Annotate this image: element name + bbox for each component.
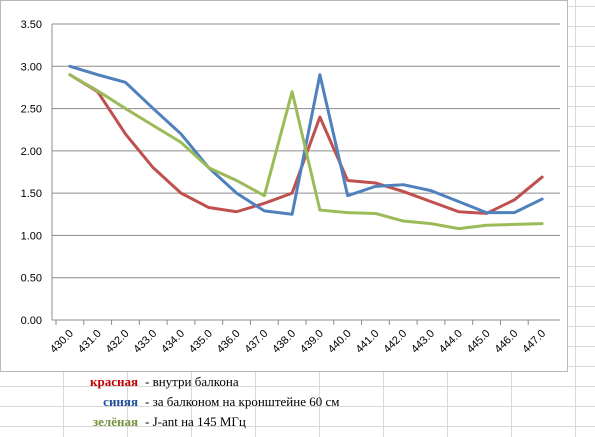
y-tick-label: 3.00 bbox=[21, 61, 42, 73]
legend-name-green: зелёная bbox=[92, 414, 138, 429]
x-tick-label: 434.0 bbox=[159, 328, 187, 356]
legend-row-green: зелёная - J-ant на 145 МГц bbox=[0, 412, 420, 432]
y-tick-label: 0.50 bbox=[21, 273, 42, 285]
legend-desc-blue: - за балконом на кронштейне 60 см bbox=[145, 394, 340, 409]
x-tick-label: 446.0 bbox=[493, 328, 521, 356]
x-tick-label: 443.0 bbox=[409, 328, 437, 356]
x-tick-label: 431.0 bbox=[76, 328, 104, 356]
x-tick-label: 433.0 bbox=[131, 328, 159, 356]
x-tick-label: 440.0 bbox=[326, 328, 354, 356]
x-tick-label: 436.0 bbox=[215, 328, 243, 356]
legend: красная - внутри балкона синяя - за балк… bbox=[0, 372, 595, 437]
chart-area[interactable] bbox=[0, 0, 568, 372]
series-line-2 bbox=[68, 64, 544, 216]
x-tick-label: 439.0 bbox=[298, 328, 326, 356]
legend-row-red: красная - внутри балкона bbox=[0, 372, 420, 392]
y-tick-label: 2.50 bbox=[21, 104, 42, 116]
legend-desc-red: - внутри балкона bbox=[145, 374, 239, 389]
x-tick-label: 441.0 bbox=[354, 328, 382, 356]
x-tick-label: 435.0 bbox=[187, 328, 215, 356]
y-tick-label: 1.00 bbox=[21, 230, 42, 242]
legend-name-red: красная bbox=[89, 374, 138, 389]
legend-desc-green: - J-ant на 145 МГц bbox=[145, 414, 246, 429]
x-tick-label: 430.0 bbox=[48, 328, 76, 356]
legend-row-blue: синяя - за балконом на кронштейне 60 см bbox=[0, 392, 420, 412]
x-tick-label: 438.0 bbox=[270, 328, 298, 356]
x-tick-label: 445.0 bbox=[465, 328, 493, 356]
x-tick-label: 442.0 bbox=[381, 328, 409, 356]
y-tick-label: 2.00 bbox=[21, 146, 42, 158]
x-tick-label: 432.0 bbox=[104, 328, 132, 356]
legend-name-blue: синяя bbox=[103, 394, 138, 409]
line-chart: 0.00 0.50 1.00 1.50 2.00 2.50 3.00 3.50 430.0 431… bbox=[21, 19, 560, 356]
y-tick-label: 0.00 bbox=[21, 315, 42, 327]
x-tick-label: 444.0 bbox=[437, 328, 465, 356]
y-tick-label: 1.50 bbox=[21, 188, 42, 200]
x-tick-label: 447.0 bbox=[520, 328, 548, 356]
series-line-3 bbox=[68, 73, 544, 231]
x-tick-label: 437.0 bbox=[243, 328, 271, 356]
y-tick-label: 3.50 bbox=[21, 19, 42, 31]
